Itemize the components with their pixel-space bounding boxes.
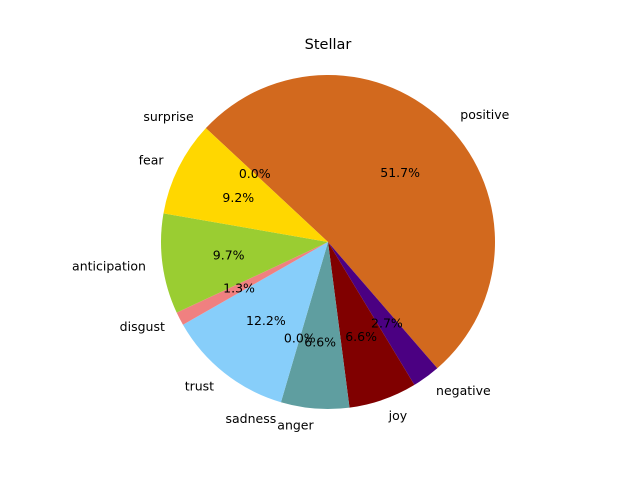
chart-title: Stellar — [305, 37, 352, 53]
pie-slice-disgust — [176, 242, 328, 325]
pie-slice-positive — [205, 75, 495, 369]
category-label-positive: positive — [460, 107, 509, 122]
category-label-sadness: sadness — [226, 411, 277, 426]
category-label-anticipation: anticipation — [72, 259, 146, 274]
category-label-trust: trust — [185, 379, 214, 394]
category-label-joy: joy — [388, 408, 408, 423]
pie-slice-trust — [182, 242, 328, 403]
category-label-disgust: disgust — [120, 319, 165, 334]
pie-slice-anticipation — [161, 213, 328, 313]
percent-label-anger: 6.6% — [304, 334, 336, 349]
percent-label-positive: 51.7% — [380, 165, 420, 180]
category-label-fear: fear — [139, 153, 165, 168]
percent-label-joy: 6.6% — [345, 329, 377, 344]
category-label-anger: anger — [277, 418, 314, 433]
category-label-surprise: surprise — [143, 109, 194, 124]
percent-label-anticipation: 9.7% — [213, 248, 245, 263]
pie-slice-negative — [328, 242, 438, 385]
percent-label-surprise: 0.0% — [239, 166, 271, 181]
pie-slice-anger — [280, 242, 350, 409]
pie-slice-fear — [163, 128, 328, 242]
category-label-negative: negative — [436, 383, 491, 398]
percent-label-trust: 12.2% — [246, 313, 286, 328]
percent-label-fear: 9.2% — [222, 190, 254, 205]
percent-label-disgust: 1.3% — [223, 281, 255, 296]
percent-label-negative: 2.7% — [371, 316, 403, 331]
percent-labels: 51.7%2.7%6.6%6.6%0.0%12.2%1.3%9.7%9.2%0.… — [213, 165, 420, 349]
percent-label-sadness: 0.0% — [284, 331, 316, 346]
pie-slices — [161, 75, 495, 409]
pie-slice-joy — [328, 242, 415, 408]
